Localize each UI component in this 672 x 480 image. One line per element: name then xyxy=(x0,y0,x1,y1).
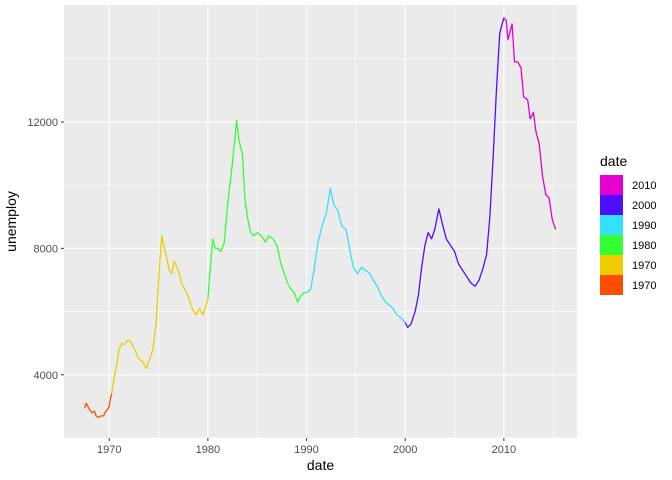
y-tick-label: 8000 xyxy=(34,243,58,255)
legend-key xyxy=(600,255,623,275)
series-layer xyxy=(83,17,557,419)
legend-label: 2010 xyxy=(632,180,656,192)
legend-label: 1970 xyxy=(632,280,656,292)
legend-key xyxy=(600,195,623,215)
legend-key xyxy=(600,175,623,195)
legend-label: 2000 xyxy=(632,200,656,212)
x-tick-label: 1990 xyxy=(294,444,318,456)
y-tick-label: 12000 xyxy=(27,117,58,129)
legend-label: 1970 xyxy=(632,260,656,272)
legend-key xyxy=(600,235,623,255)
x-tick-label: 2010 xyxy=(492,444,516,456)
y-tick-label: 4000 xyxy=(34,370,58,382)
series-line xyxy=(111,235,209,394)
x-axis: 1970 1980 1990 2000 2010 xyxy=(97,438,516,456)
series-line xyxy=(207,119,307,303)
legend-label: 1990 xyxy=(632,220,656,232)
legend: date 2010 2000 1990 1980 1970 1970 xyxy=(600,153,656,295)
legend-key xyxy=(600,215,623,235)
legend-key xyxy=(600,275,623,295)
series-line xyxy=(404,17,505,329)
plot-panel xyxy=(64,5,577,438)
legend-label: 1980 xyxy=(632,240,656,252)
x-tick-label: 1970 xyxy=(97,444,121,456)
y-axis: 4000 8000 12000 xyxy=(27,117,64,382)
x-axis-title: date xyxy=(307,457,334,473)
series-line xyxy=(503,17,557,230)
series-line xyxy=(306,187,406,324)
legend-title: date xyxy=(600,153,627,169)
y-axis-title: unemploy xyxy=(3,191,19,252)
x-tick-label: 1980 xyxy=(196,444,220,456)
x-tick-label: 2000 xyxy=(393,444,417,456)
series-line xyxy=(83,393,113,419)
grid-major xyxy=(64,5,577,438)
